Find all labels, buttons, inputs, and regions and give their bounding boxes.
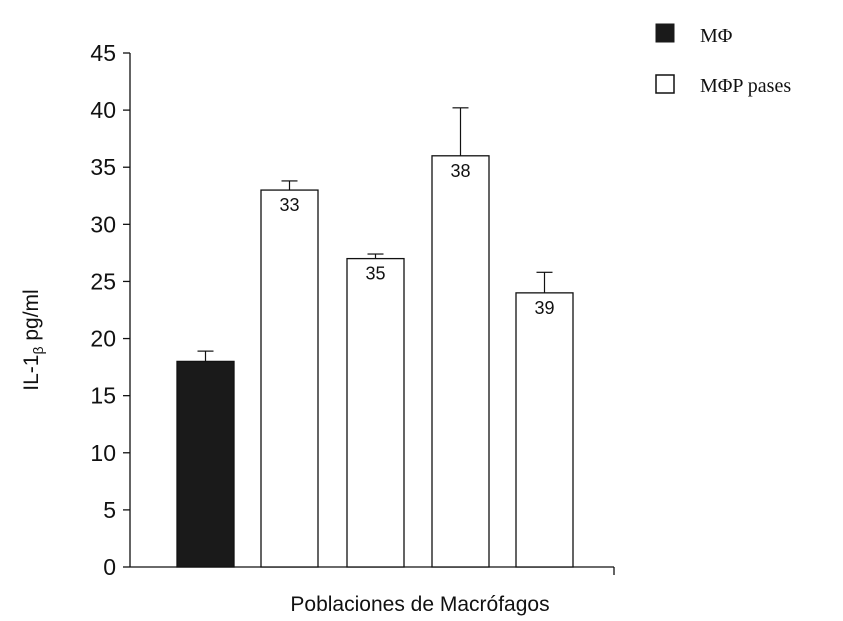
legend: MΦ MΦP pases bbox=[655, 23, 791, 97]
bar-labels-group: 33 35 38 39 bbox=[279, 161, 554, 318]
bar-2 bbox=[346, 257, 405, 568]
legend-label-mphip-pases: MΦP pases bbox=[700, 75, 791, 97]
y-tick-label-30: 30 bbox=[90, 211, 116, 237]
y-tick-label-10: 10 bbox=[90, 440, 116, 466]
y-tick-label-40: 40 bbox=[90, 97, 116, 123]
legend-swatch-filled bbox=[655, 23, 675, 43]
bar-label-1: 33 bbox=[279, 195, 299, 215]
bar-3 bbox=[431, 155, 490, 568]
y-tick-label-0: 0 bbox=[103, 554, 116, 580]
x-axis bbox=[130, 566, 615, 575]
y-tick-label-25: 25 bbox=[90, 268, 116, 294]
x-axis-title: Poblaciones de Macrófagos bbox=[290, 593, 549, 616]
bar-label-3: 38 bbox=[450, 161, 470, 181]
legend-swatch-hollow bbox=[655, 74, 675, 94]
bar-0 bbox=[176, 360, 235, 568]
y-tick-label-15: 15 bbox=[90, 383, 116, 409]
bars-group bbox=[176, 155, 574, 568]
y-tick-label-35: 35 bbox=[90, 154, 116, 180]
y-tick-label-5: 5 bbox=[103, 497, 116, 523]
legend-label-mphi: MΦ bbox=[700, 25, 733, 47]
y-tick-label-20: 20 bbox=[90, 326, 116, 352]
y-tick-label-45: 45 bbox=[90, 40, 116, 66]
bar-label-4: 39 bbox=[534, 298, 554, 318]
bar-1 bbox=[260, 189, 319, 568]
bar-4 bbox=[515, 292, 574, 568]
y-axis-title: IL-1β pg/ml bbox=[20, 289, 46, 390]
error-bars-group bbox=[197, 107, 553, 362]
bar-label-2: 35 bbox=[365, 264, 385, 284]
y-axis: 0 5 10 15 20 25 30 35 40 45 bbox=[90, 40, 131, 580]
